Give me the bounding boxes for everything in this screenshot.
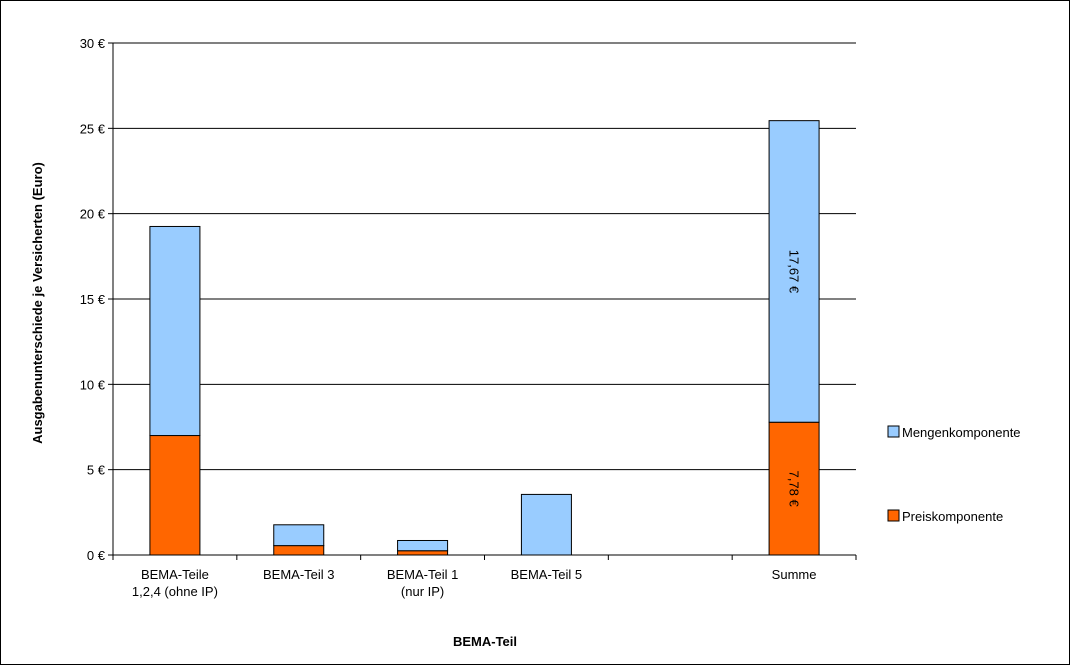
y-tick-label: 25 € xyxy=(80,121,106,136)
legend-swatch xyxy=(887,509,900,522)
y-tick-label: 20 € xyxy=(80,207,106,222)
y-tick-label: 5 € xyxy=(87,463,106,478)
x-category-label: (nur IP) xyxy=(401,584,444,599)
axes xyxy=(108,42,857,560)
bar-segment-mengenkomponente xyxy=(273,524,325,547)
gridlines xyxy=(113,42,856,471)
bars xyxy=(149,120,820,556)
y-tick-label: 10 € xyxy=(80,377,106,392)
bar-data-label: 7,78 € xyxy=(787,471,802,508)
y-tick-label: 15 € xyxy=(80,292,106,307)
bar-data-label: 17,67 € xyxy=(787,250,802,294)
y-tick-label: 0 € xyxy=(87,548,106,563)
x-category-label: BEMA-Teile xyxy=(141,567,209,582)
legend-swatch xyxy=(887,425,900,438)
x-category-label: BEMA-Teil 1 xyxy=(387,567,459,582)
bar-segment-preiskomponente xyxy=(397,550,449,556)
bar-segment-mengenkomponente xyxy=(520,493,572,556)
bar-segment-mengenkomponente xyxy=(149,225,201,437)
legend-label: Preiskomponente xyxy=(902,509,1003,524)
x-category-label: 1,2,4 (ohne IP) xyxy=(132,584,218,599)
x-axis-title: BEMA-Teil xyxy=(453,634,517,649)
y-axis-title: Ausgabenunterschiede je Versicherten (Eu… xyxy=(30,162,45,444)
y-tick-label: 30 € xyxy=(80,36,106,51)
x-category-label: Summe xyxy=(772,567,817,582)
x-category-label: BEMA-Teil 5 xyxy=(511,567,583,582)
bar-segment-preiskomponente xyxy=(149,435,201,556)
labels: 0 € 5 € 10 € 15 € 20 € 25 € 30 € BEMA-Teile 1,2,… xyxy=(80,36,817,599)
bar-segment-mengenkomponente xyxy=(768,120,820,423)
bar-segment-preiskomponente xyxy=(273,545,325,556)
bar-segment-mengenkomponente xyxy=(397,539,449,552)
legend: Mengenkomponente Preiskomponente xyxy=(887,425,1021,524)
x-category-label: BEMA-Teil 3 xyxy=(263,567,335,582)
legend-label: Mengenkomponente xyxy=(902,425,1021,440)
